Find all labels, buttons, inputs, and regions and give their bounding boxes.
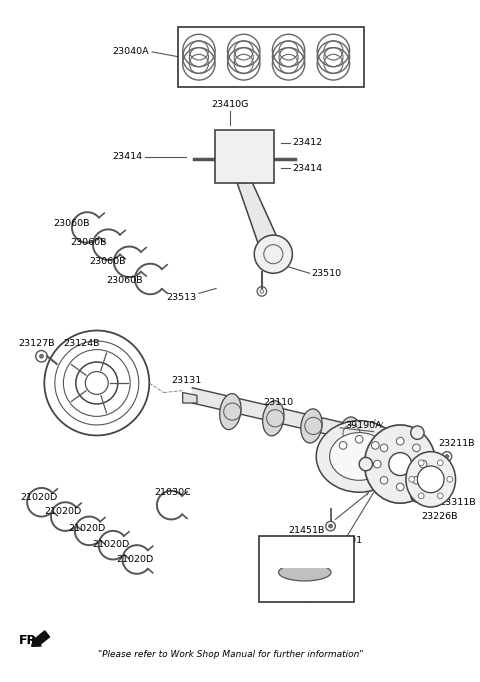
Text: 21020D: 21020D [44, 507, 82, 516]
Ellipse shape [330, 432, 389, 480]
Circle shape [329, 524, 333, 528]
Text: 23060B: 23060B [53, 219, 89, 228]
Text: 23414: 23414 [112, 152, 143, 162]
Text: 23060B: 23060B [89, 257, 126, 266]
Text: "Please refer to Work Shop Manual for further information": "Please refer to Work Shop Manual for fu… [97, 651, 363, 659]
Circle shape [389, 453, 412, 475]
Text: 23127B: 23127B [19, 340, 55, 349]
Text: 21030C: 21030C [154, 488, 191, 497]
Text: 23410G: 23410G [212, 100, 249, 109]
Ellipse shape [339, 417, 360, 450]
Polygon shape [183, 393, 197, 403]
Polygon shape [237, 183, 285, 254]
Ellipse shape [301, 409, 322, 443]
Text: 21020D: 21020D [21, 493, 58, 502]
Text: 21451B: 21451B [288, 527, 325, 535]
Circle shape [447, 477, 453, 482]
Text: 23131: 23131 [171, 376, 202, 385]
Circle shape [445, 454, 449, 458]
Ellipse shape [316, 421, 402, 492]
Circle shape [396, 483, 404, 491]
Circle shape [39, 355, 43, 358]
Circle shape [373, 460, 381, 468]
Circle shape [396, 437, 404, 445]
Circle shape [413, 444, 420, 451]
Circle shape [437, 460, 443, 466]
Text: 23510: 23510 [312, 269, 342, 278]
Ellipse shape [278, 564, 331, 581]
Text: 23412: 23412 [292, 138, 323, 147]
Circle shape [420, 460, 427, 468]
Ellipse shape [263, 401, 284, 436]
FancyArrow shape [32, 631, 49, 647]
Text: 23040A: 23040A [113, 48, 149, 57]
Text: 23211B: 23211B [438, 439, 475, 447]
Circle shape [419, 460, 424, 466]
Text: 23124B: 23124B [63, 340, 100, 349]
Text: 21020D: 21020D [116, 555, 153, 564]
Circle shape [339, 441, 347, 449]
Circle shape [372, 441, 379, 449]
Text: 23513: 23513 [167, 293, 197, 301]
Circle shape [411, 489, 424, 502]
Circle shape [409, 477, 415, 482]
Bar [259, 535, 354, 602]
Text: 23110: 23110 [263, 398, 293, 406]
Bar [178, 27, 364, 87]
Text: 21020D: 21020D [92, 539, 129, 549]
Circle shape [380, 477, 388, 484]
Text: 23311B: 23311B [439, 498, 476, 507]
Text: FR.: FR. [19, 634, 42, 647]
Circle shape [411, 426, 424, 439]
Text: 23414: 23414 [292, 164, 323, 173]
Bar [279, 552, 335, 567]
Text: 39191: 39191 [333, 536, 362, 545]
Text: 21020D: 21020D [68, 524, 106, 533]
Bar [215, 130, 274, 183]
Ellipse shape [406, 451, 456, 507]
Ellipse shape [220, 394, 241, 430]
Text: 23060B: 23060B [107, 276, 143, 285]
Circle shape [437, 493, 443, 499]
Circle shape [380, 444, 388, 451]
Text: 23060B: 23060B [70, 238, 107, 248]
Circle shape [418, 466, 444, 492]
Circle shape [254, 235, 292, 273]
Circle shape [413, 477, 420, 484]
Text: 39190A: 39190A [345, 421, 382, 430]
Circle shape [359, 458, 372, 471]
Circle shape [419, 493, 424, 499]
Polygon shape [192, 388, 373, 445]
Ellipse shape [364, 425, 436, 503]
Text: 23226B: 23226B [421, 512, 458, 521]
Circle shape [355, 435, 363, 443]
